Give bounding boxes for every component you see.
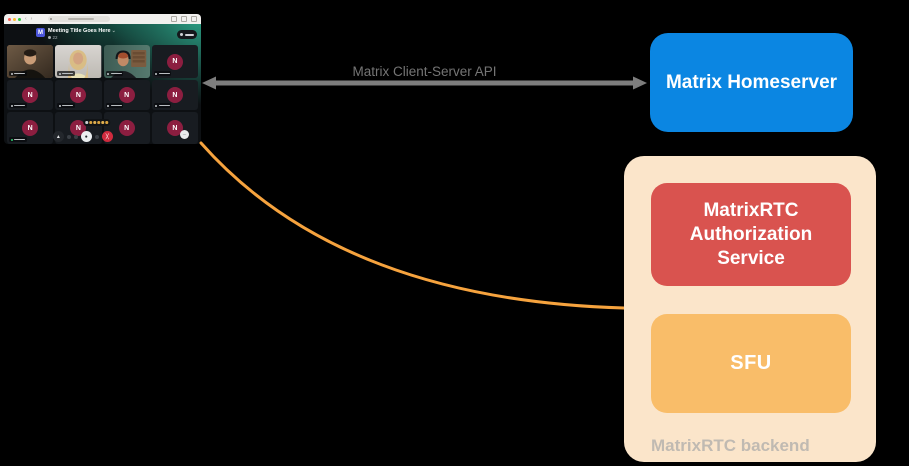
screenshare-button[interactable] xyxy=(73,134,78,139)
person-icon xyxy=(58,104,61,107)
avatar-tile[interactable]: N xyxy=(151,112,198,144)
person-icon xyxy=(107,72,109,75)
auth-service-box: MatrixRTC Authorization Service xyxy=(651,183,851,286)
call-header: M Meeting Title Goes Here⌄ 22 xyxy=(36,28,116,40)
person-icon xyxy=(48,36,51,39)
participant-name xyxy=(110,104,122,107)
person-icon xyxy=(10,72,13,75)
raise-hand-icon[interactable] xyxy=(85,121,88,124)
emoji-reaction-icon[interactable] xyxy=(97,121,100,124)
app-logo: M xyxy=(36,28,45,37)
participant-avatar: N xyxy=(22,87,39,103)
invite-label xyxy=(185,33,194,36)
participant-name-pill xyxy=(9,71,27,76)
participant-name-pill xyxy=(153,103,172,108)
arrow-label: Matrix Client-Server API xyxy=(352,64,497,79)
emoji-reaction-icon[interactable] xyxy=(89,121,92,124)
new-tab-icon[interactable] xyxy=(181,16,187,22)
participant-avatar: N xyxy=(118,87,135,103)
person-icon xyxy=(155,72,158,75)
person-icon xyxy=(58,72,61,75)
video-tile-speaker[interactable] xyxy=(7,45,54,78)
avatar-tile[interactable]: N xyxy=(151,80,198,110)
connection-status-icon xyxy=(10,138,13,141)
participant-avatar: N xyxy=(70,87,87,103)
call-app: M Meeting Title Goes Here⌄ 22 xyxy=(4,24,201,144)
participant-avatar: N xyxy=(22,120,39,136)
overflow-button[interactable]: ⋯ xyxy=(180,130,189,139)
meeting-title: Meeting Title Goes Here⌄ xyxy=(48,28,116,34)
participant-name xyxy=(110,72,122,75)
matrix-homeserver-box: Matrix Homeserver xyxy=(650,33,853,132)
camera-button[interactable] xyxy=(66,134,71,139)
participant-avatar: N xyxy=(166,87,183,103)
participant-name xyxy=(62,104,74,107)
settings-button[interactable] xyxy=(94,134,99,139)
matrixrtc-backend-container: MatrixRTC Authorization Service SFU Matr… xyxy=(624,156,876,462)
participant-avatar: N xyxy=(166,120,183,136)
url-text xyxy=(68,18,95,20)
participant-name-pill xyxy=(105,103,123,108)
chevron-down-icon[interactable]: ⌄ xyxy=(111,28,116,34)
raise-hand-button[interactable]: ● xyxy=(80,131,92,142)
hangup-button[interactable]: ╳ xyxy=(101,131,113,142)
person-icon xyxy=(155,104,158,107)
auth-service-label: MatrixRTC Authorization Service xyxy=(689,199,813,269)
avatar-tile[interactable]: N xyxy=(7,112,54,144)
invite-icon xyxy=(180,33,183,36)
tab-overview-icon[interactable] xyxy=(191,16,197,22)
participant-name-pill xyxy=(57,103,75,108)
emoji-reaction-icon[interactable] xyxy=(105,121,108,124)
video-grid: N N N xyxy=(7,45,198,144)
participant-name xyxy=(14,104,25,107)
video-tile[interactable] xyxy=(55,45,102,78)
arrow-shaft xyxy=(214,80,635,86)
participant-name xyxy=(158,72,170,75)
sfu-label: SFU xyxy=(730,352,772,374)
participant-name xyxy=(62,72,74,75)
avatar-tile[interactable]: N xyxy=(103,80,150,110)
matrix-homeserver-label: Matrix Homeserver xyxy=(665,71,838,93)
lock-icon xyxy=(50,18,53,20)
share-icon[interactable] xyxy=(171,16,177,22)
participant-name-pill xyxy=(57,71,75,76)
microphone-button[interactable]: ▲ xyxy=(52,131,64,142)
client-to-backend-curve xyxy=(199,141,626,310)
avatar-tile[interactable]: N xyxy=(55,80,102,110)
participant-avatar: N xyxy=(118,120,135,136)
minimize-window-button[interactable] xyxy=(13,17,16,21)
participant-name xyxy=(14,72,25,75)
avatar-tile[interactable]: N xyxy=(151,45,198,78)
participant-name-pill xyxy=(9,137,27,142)
close-window-button[interactable] xyxy=(8,17,11,21)
address-bar[interactable] xyxy=(48,16,111,22)
forward-icon[interactable]: › xyxy=(30,15,33,22)
sfu-box: SFU xyxy=(651,314,851,413)
participant-name xyxy=(14,138,25,141)
backend-label: MatrixRTC backend xyxy=(651,436,810,455)
call-controls: ▲ ● ╳ xyxy=(52,131,113,142)
video-tile[interactable] xyxy=(103,45,150,78)
emoji-reaction-icon[interactable] xyxy=(101,121,104,124)
emoji-reaction-icon[interactable] xyxy=(93,121,96,124)
participant-name-pill xyxy=(153,71,172,76)
participant-name xyxy=(158,104,170,107)
zoom-window-button[interactable] xyxy=(18,17,21,21)
back-icon[interactable]: ‹ xyxy=(25,15,27,22)
participant-name-pill xyxy=(105,71,123,76)
invite-button[interactable] xyxy=(177,30,197,39)
browser-chrome: ‹ › xyxy=(4,14,201,24)
person-icon xyxy=(107,104,109,107)
participant-avatar: N xyxy=(166,53,183,70)
person-icon xyxy=(10,104,13,107)
participant-count: 22 xyxy=(48,35,116,40)
participant-name-pill xyxy=(9,103,27,108)
avatar-tile[interactable]: N xyxy=(7,80,54,110)
video-call-window: ‹ › M Meeting Title Goes Here⌄ 22 xyxy=(4,14,201,144)
reactions-bar[interactable] xyxy=(82,119,111,126)
